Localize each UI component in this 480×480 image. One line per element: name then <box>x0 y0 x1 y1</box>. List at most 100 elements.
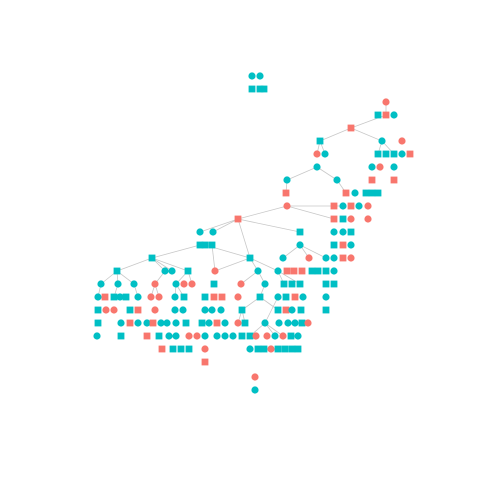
male-node-square <box>246 254 254 262</box>
male-node-circle <box>157 319 165 327</box>
male-node-square <box>296 280 304 288</box>
female-node-circle <box>147 293 155 301</box>
male-node-square <box>339 215 347 223</box>
female-node-square <box>330 215 338 223</box>
male-node-square <box>260 345 268 353</box>
male-node-circle <box>179 306 187 314</box>
male-node-square <box>281 345 289 353</box>
pedigree-edge <box>211 244 216 272</box>
male-node-circle <box>390 111 398 119</box>
female-node-circle <box>263 332 271 340</box>
female-node-circle <box>283 202 291 210</box>
male-node-circle <box>117 319 125 327</box>
male-node-square <box>382 150 390 158</box>
female-node-circle <box>151 306 159 314</box>
male-node-circle <box>246 345 254 353</box>
female-node-square <box>283 267 291 275</box>
pedigree-edge <box>212 218 239 233</box>
male-node-circle <box>208 306 216 314</box>
male-node-square <box>248 85 256 93</box>
male-node-circle <box>398 150 406 158</box>
male-node-square <box>297 306 305 314</box>
female-node-square <box>330 202 338 210</box>
male-node-square <box>94 319 102 327</box>
male-node-circle <box>254 267 262 275</box>
pedigree-edge <box>237 218 251 259</box>
male-node-circle <box>355 202 363 210</box>
male-node-square <box>184 267 192 275</box>
male-node-circle <box>288 306 296 314</box>
male-node-square <box>254 345 262 353</box>
male-node-square <box>390 150 398 158</box>
female-node-square <box>134 306 142 314</box>
pedigree-edge <box>237 218 301 233</box>
male-node-square <box>322 280 330 288</box>
male-node-circle <box>330 267 338 275</box>
female-node-circle <box>201 345 209 353</box>
pedigree-edge <box>319 127 352 142</box>
female-node-square <box>143 332 151 340</box>
female-node-circle <box>211 267 219 275</box>
female-node-circle <box>304 319 312 327</box>
male-node-square <box>238 332 246 340</box>
pedigree-edge <box>151 244 201 259</box>
male-node-square <box>322 306 330 314</box>
male-node-circle <box>205 319 213 327</box>
female-node-square <box>390 176 398 184</box>
male-node-square <box>155 332 163 340</box>
male-node-circle <box>261 319 269 327</box>
male-node-square <box>282 293 290 301</box>
male-node-square <box>316 137 324 145</box>
male-node-square <box>374 150 382 158</box>
male-node-square <box>169 345 177 353</box>
male-node-square <box>374 111 382 119</box>
female-node-square <box>213 319 221 327</box>
male-node-circle <box>368 163 376 171</box>
male-node-square <box>180 293 188 301</box>
male-node-square <box>201 241 209 249</box>
male-node-square <box>208 241 216 249</box>
male-node-circle <box>201 332 209 340</box>
female-node-square <box>126 319 134 327</box>
male-node-circle <box>330 228 338 236</box>
female-node-circle <box>151 280 159 288</box>
pedigree-edge <box>286 205 335 220</box>
female-node-circle <box>110 306 118 314</box>
pedigree-edge <box>299 244 327 259</box>
male-node-square <box>256 85 264 93</box>
female-node-circle <box>234 293 242 301</box>
male-node-circle <box>93 332 101 340</box>
male-node-circle <box>339 228 347 236</box>
male-node-square <box>274 306 282 314</box>
male-node-square <box>238 306 246 314</box>
male-node-square <box>241 319 249 327</box>
male-node-circle <box>274 267 282 275</box>
pedigree-edge <box>214 257 251 272</box>
male-node-square <box>196 241 204 249</box>
male-node-square <box>126 306 134 314</box>
female-node-circle <box>237 280 245 288</box>
male-node-circle <box>168 267 176 275</box>
female-node-circle <box>347 254 355 262</box>
female-node-square <box>210 293 218 301</box>
male-node-square <box>314 267 322 275</box>
male-node-square <box>117 332 125 340</box>
male-node-circle <box>284 319 292 327</box>
female-node-square <box>201 358 209 366</box>
female-node-square <box>291 293 299 301</box>
pedigree-edge <box>264 322 284 337</box>
male-node-circle <box>172 280 180 288</box>
female-node-square <box>282 306 290 314</box>
male-node-square <box>347 228 355 236</box>
male-node-square <box>362 189 370 197</box>
male-node-circle <box>347 241 355 249</box>
male-node-square <box>256 293 264 301</box>
female-node-square <box>342 189 350 197</box>
female-node-square <box>101 293 109 301</box>
male-node-square <box>113 267 121 275</box>
female-node-circle <box>193 332 201 340</box>
male-node-circle <box>217 306 225 314</box>
male-node-circle <box>296 241 304 249</box>
pedigree-edge <box>316 166 338 181</box>
female-node-square <box>218 293 226 301</box>
